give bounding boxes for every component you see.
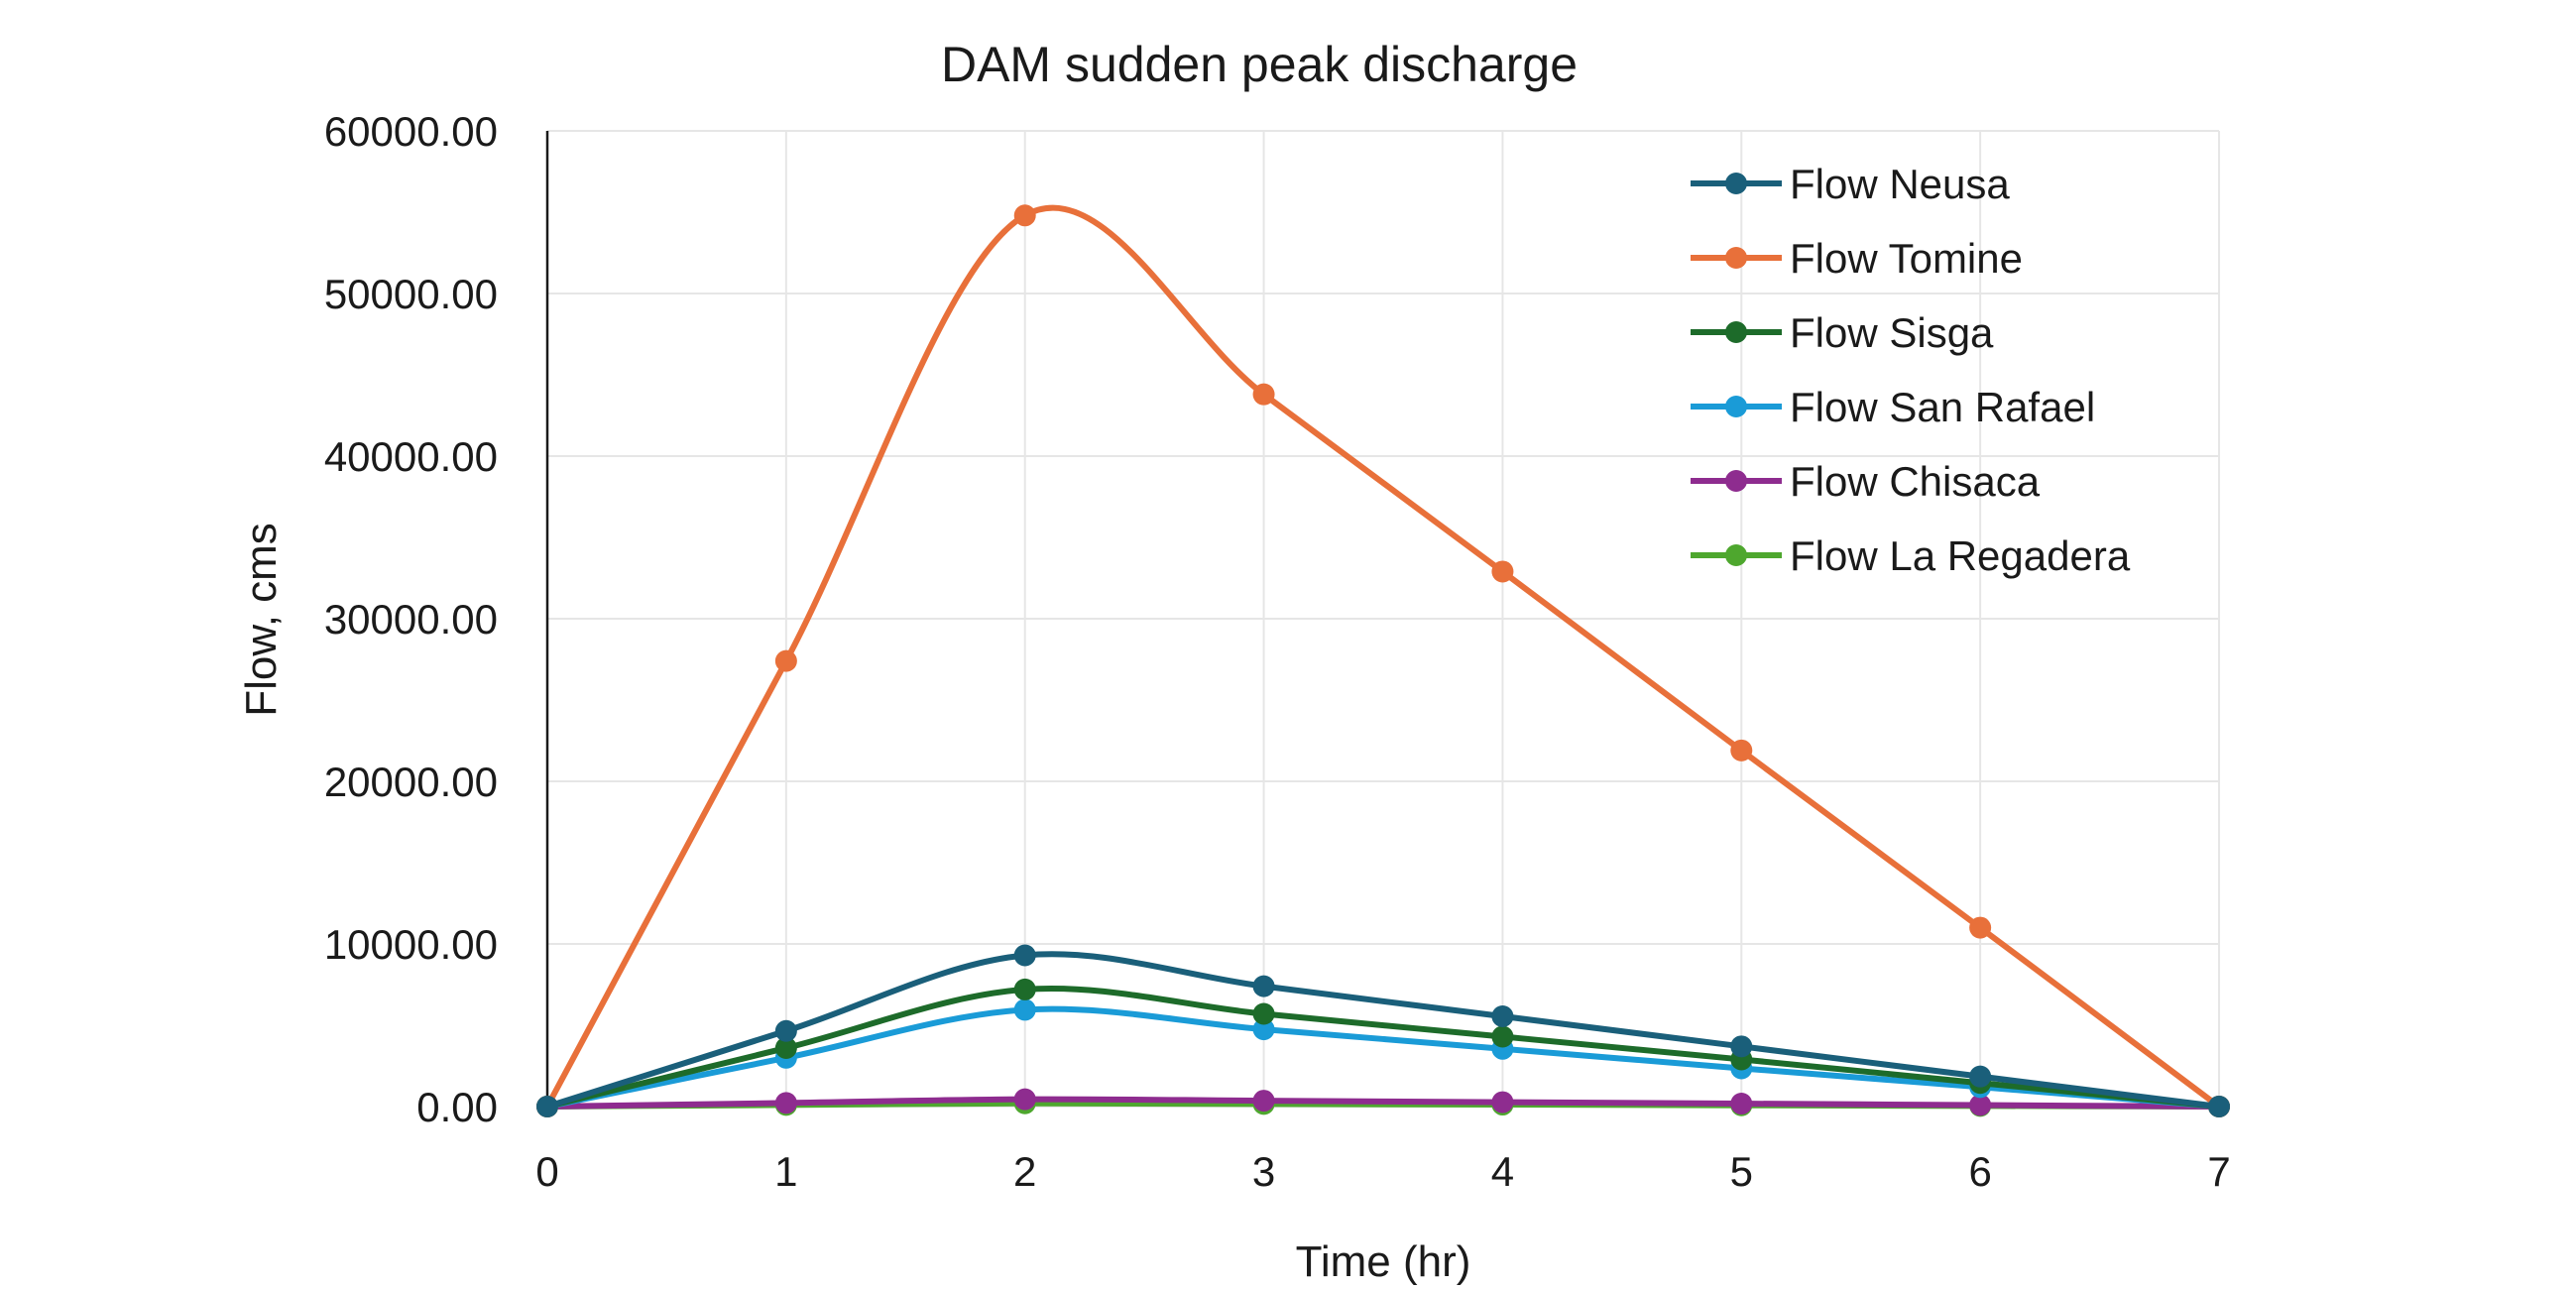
series-line-flow-san-rafael <box>544 1005 2222 1110</box>
data-point <box>1252 1090 1275 1113</box>
data-point <box>774 1092 797 1114</box>
data-point <box>774 649 797 672</box>
x-tick-label: 1 <box>774 1148 797 1195</box>
legend: Flow Neusa Flow Tomine Flow Sisga Flow San … <box>1691 161 2131 579</box>
data-point <box>1730 1035 1753 1058</box>
data-point <box>2208 1096 2230 1117</box>
legend-item-flow-chisaca: Flow Chisaca <box>1691 458 2041 505</box>
legend-item-flow-neusa: Flow Neusa <box>1691 161 2010 207</box>
y-tick-label: 40000.00 <box>324 433 498 480</box>
series-line-flow-sisga <box>544 986 2222 1110</box>
data-point <box>1252 1002 1275 1025</box>
y-tick-labels: 0.00 10000.00 20000.00 30000.00 40000.00 5000… <box>324 108 498 1130</box>
x-tick-label: 5 <box>1730 1148 1753 1195</box>
legend-item-flow-sisga: Flow Sisga <box>1691 309 1994 356</box>
data-point <box>1969 1065 1992 1088</box>
data-point <box>1491 560 1514 583</box>
legend-marker <box>1725 173 1747 194</box>
series-line-flow-chisaca <box>544 1096 2222 1110</box>
legend-label: Flow Neusa <box>1790 161 2010 207</box>
data-point <box>1013 204 1036 227</box>
x-tick-label: 3 <box>1252 1148 1275 1195</box>
y-tick-label: 20000.00 <box>324 759 498 805</box>
chart-title: DAM sudden peak discharge <box>941 37 1578 92</box>
x-tick-label: 6 <box>1968 1148 1991 1195</box>
data-point <box>1013 998 1036 1021</box>
y-tick-label: 50000.00 <box>324 271 498 317</box>
series-group <box>536 204 2230 1117</box>
legend-marker <box>1725 321 1747 343</box>
legend-marker <box>1725 544 1747 566</box>
data-point <box>1969 916 1992 939</box>
data-point <box>1969 1094 1992 1116</box>
y-tick-label: 30000.00 <box>324 596 498 643</box>
grid-lines <box>547 130 2220 1108</box>
data-point <box>536 1096 558 1117</box>
legend-item-flow-san-rafael: Flow San Rafael <box>1691 384 2095 430</box>
x-tick-label: 7 <box>2207 1148 2230 1195</box>
data-point <box>1730 739 1753 762</box>
legend-marker <box>1725 470 1747 492</box>
legend-marker <box>1725 396 1747 417</box>
legend-label: Flow Chisaca <box>1790 458 2041 505</box>
data-point <box>1013 1088 1036 1111</box>
y-axis-label: Flow, cms <box>237 523 286 717</box>
legend-marker <box>1725 247 1747 269</box>
data-point <box>1013 978 1036 1000</box>
data-point <box>774 1019 797 1042</box>
x-tick-label: 4 <box>1491 1148 1514 1195</box>
data-point <box>1491 1004 1514 1027</box>
y-tick-label: 60000.00 <box>324 108 498 155</box>
data-point <box>1491 1025 1514 1048</box>
data-point <box>1491 1091 1514 1113</box>
x-tick-label: 0 <box>535 1148 558 1195</box>
x-tick-label: 2 <box>1013 1148 1036 1195</box>
x-axis-label: Time (hr) <box>1296 1237 1471 1286</box>
data-point <box>1013 944 1036 967</box>
legend-item-flow-la-regadera: Flow La Regadera <box>1691 532 2131 579</box>
legend-label: Flow San Rafael <box>1790 384 2095 430</box>
data-point <box>774 1036 797 1059</box>
data-point <box>1252 1018 1275 1041</box>
legend-label: Flow Tomine <box>1790 235 2023 282</box>
series-flow-neusa <box>536 944 2230 1117</box>
data-point <box>1730 1093 1753 1115</box>
x-tick-labels: 0 1 2 3 4 5 6 7 <box>535 1148 2230 1195</box>
series-line-flow-neusa <box>544 951 2222 1110</box>
y-tick-label: 10000.00 <box>324 921 498 968</box>
legend-label: Flow Sisga <box>1790 309 1994 356</box>
y-tick-label: 0.00 <box>416 1084 498 1130</box>
data-point <box>1252 383 1275 406</box>
legend-label: Flow La Regadera <box>1790 532 2131 579</box>
legend-item-flow-tomine: Flow Tomine <box>1691 235 2023 282</box>
data-point <box>1252 975 1275 997</box>
